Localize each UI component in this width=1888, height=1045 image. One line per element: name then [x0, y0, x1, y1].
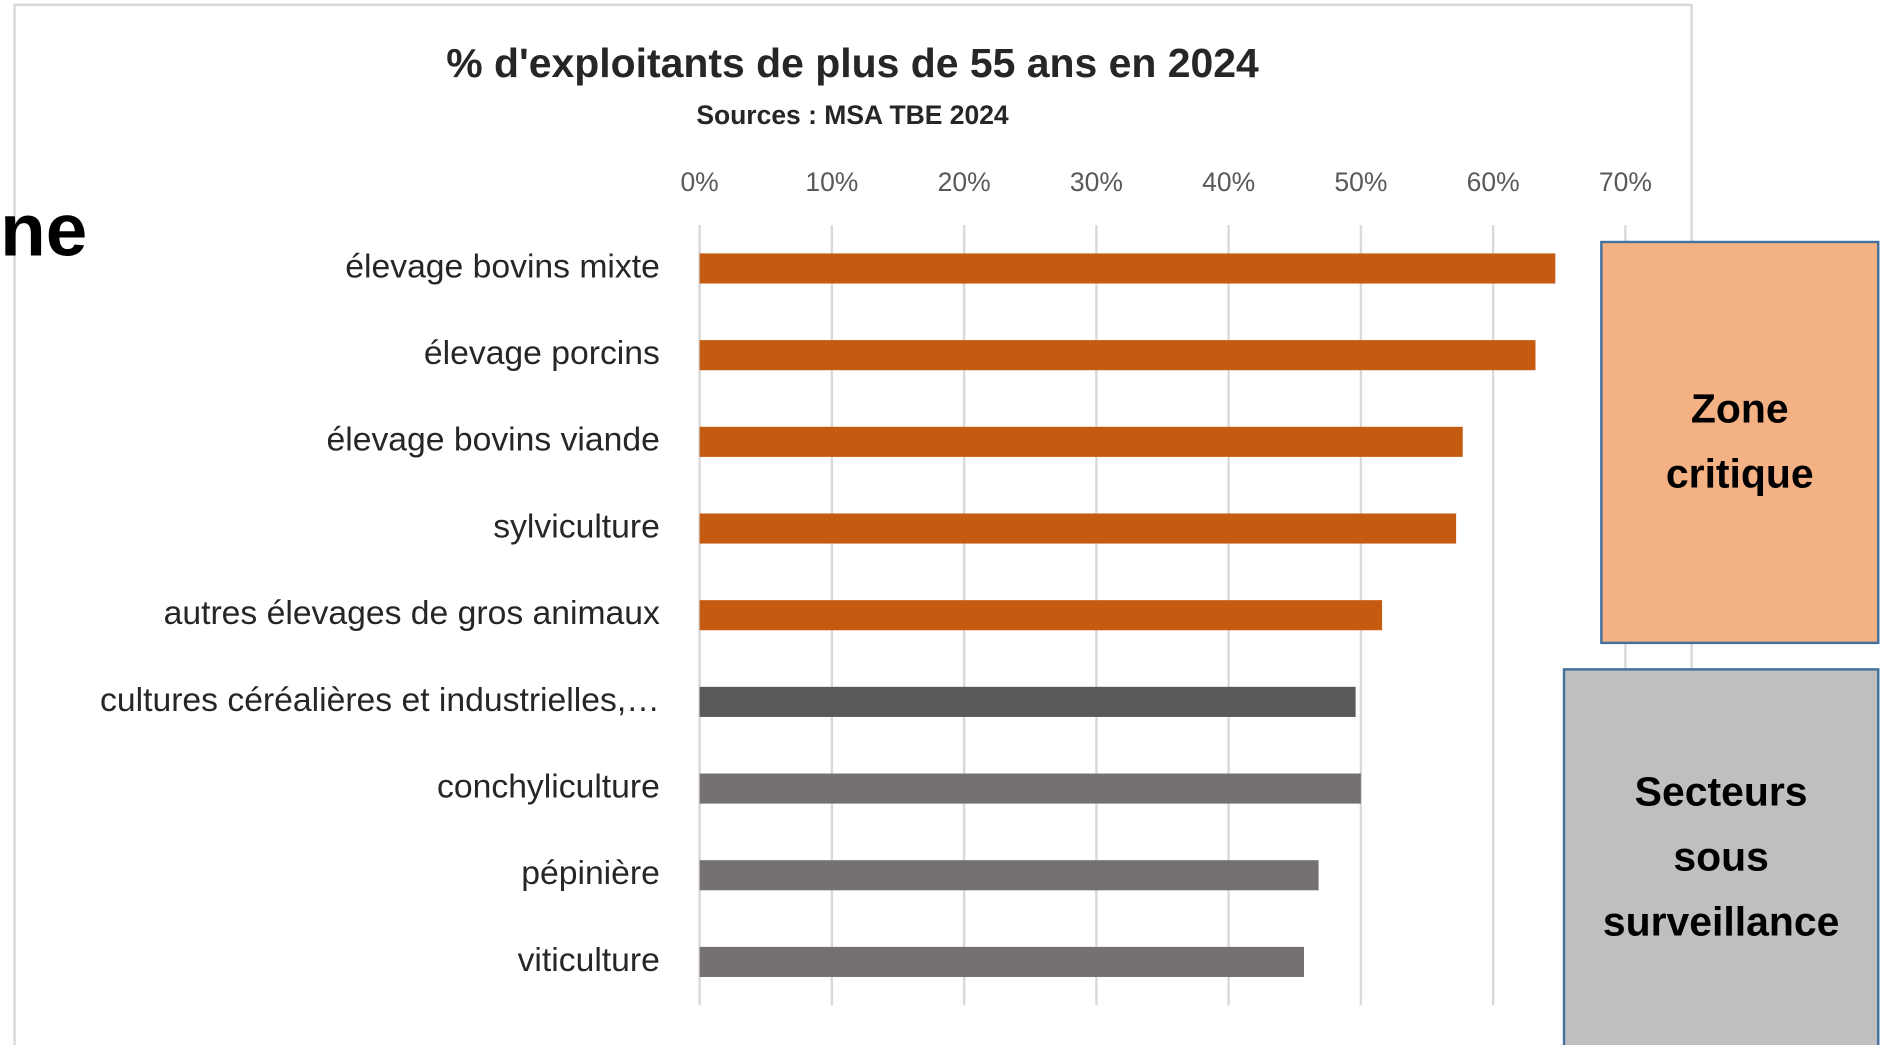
bar: [699, 426, 1463, 457]
y-tick-label: pépinière: [521, 854, 660, 892]
y-tick-label: élevage porcins: [424, 334, 660, 372]
bar: [699, 860, 1319, 891]
bar: [699, 340, 1536, 371]
y-tick-label: viticulture: [518, 941, 660, 979]
x-tick-label: 70%: [1599, 167, 1652, 197]
annotation-box: [1562, 668, 1880, 1045]
background-heading: ne: [0, 188, 87, 272]
bar: [699, 513, 1457, 544]
annotation-text: surveillance: [1603, 898, 1840, 944]
bar: [699, 600, 1383, 631]
x-tick-label: 40%: [1202, 167, 1255, 197]
y-tick-label: élevage bovins viande: [327, 421, 660, 459]
annotation-box: [1600, 240, 1880, 645]
bar: [699, 773, 1361, 804]
annotation-text: critique: [1666, 451, 1814, 497]
annotation-text: sous: [1673, 833, 1769, 879]
x-tick-label: 10%: [805, 167, 858, 197]
x-tick-label: 60%: [1467, 167, 1520, 197]
x-tick-label: 20%: [938, 167, 991, 197]
chart-subtitle: Sources : MSA TBE 2024: [696, 100, 1009, 130]
annotation-text: Zone: [1691, 386, 1789, 432]
y-tick-label: autres élevages de gros animaux: [164, 594, 660, 632]
y-tick-label: cultures céréalières et industrielles,…: [100, 681, 660, 719]
bar: [699, 946, 1305, 977]
y-tick-label: sylviculture: [493, 507, 660, 545]
x-tick-label: 0%: [680, 167, 718, 197]
y-tick-label: élevage bovins mixte: [345, 247, 660, 285]
chart-title: % d'exploitants de plus de 55 ans en 202…: [446, 40, 1259, 86]
bar: [699, 686, 1356, 717]
x-tick-label: 30%: [1070, 167, 1123, 197]
annotation-text: Secteurs: [1635, 768, 1808, 814]
bar: [699, 253, 1556, 284]
x-tick-label: 50%: [1334, 167, 1387, 197]
y-tick-label: conchyliculture: [437, 767, 660, 805]
